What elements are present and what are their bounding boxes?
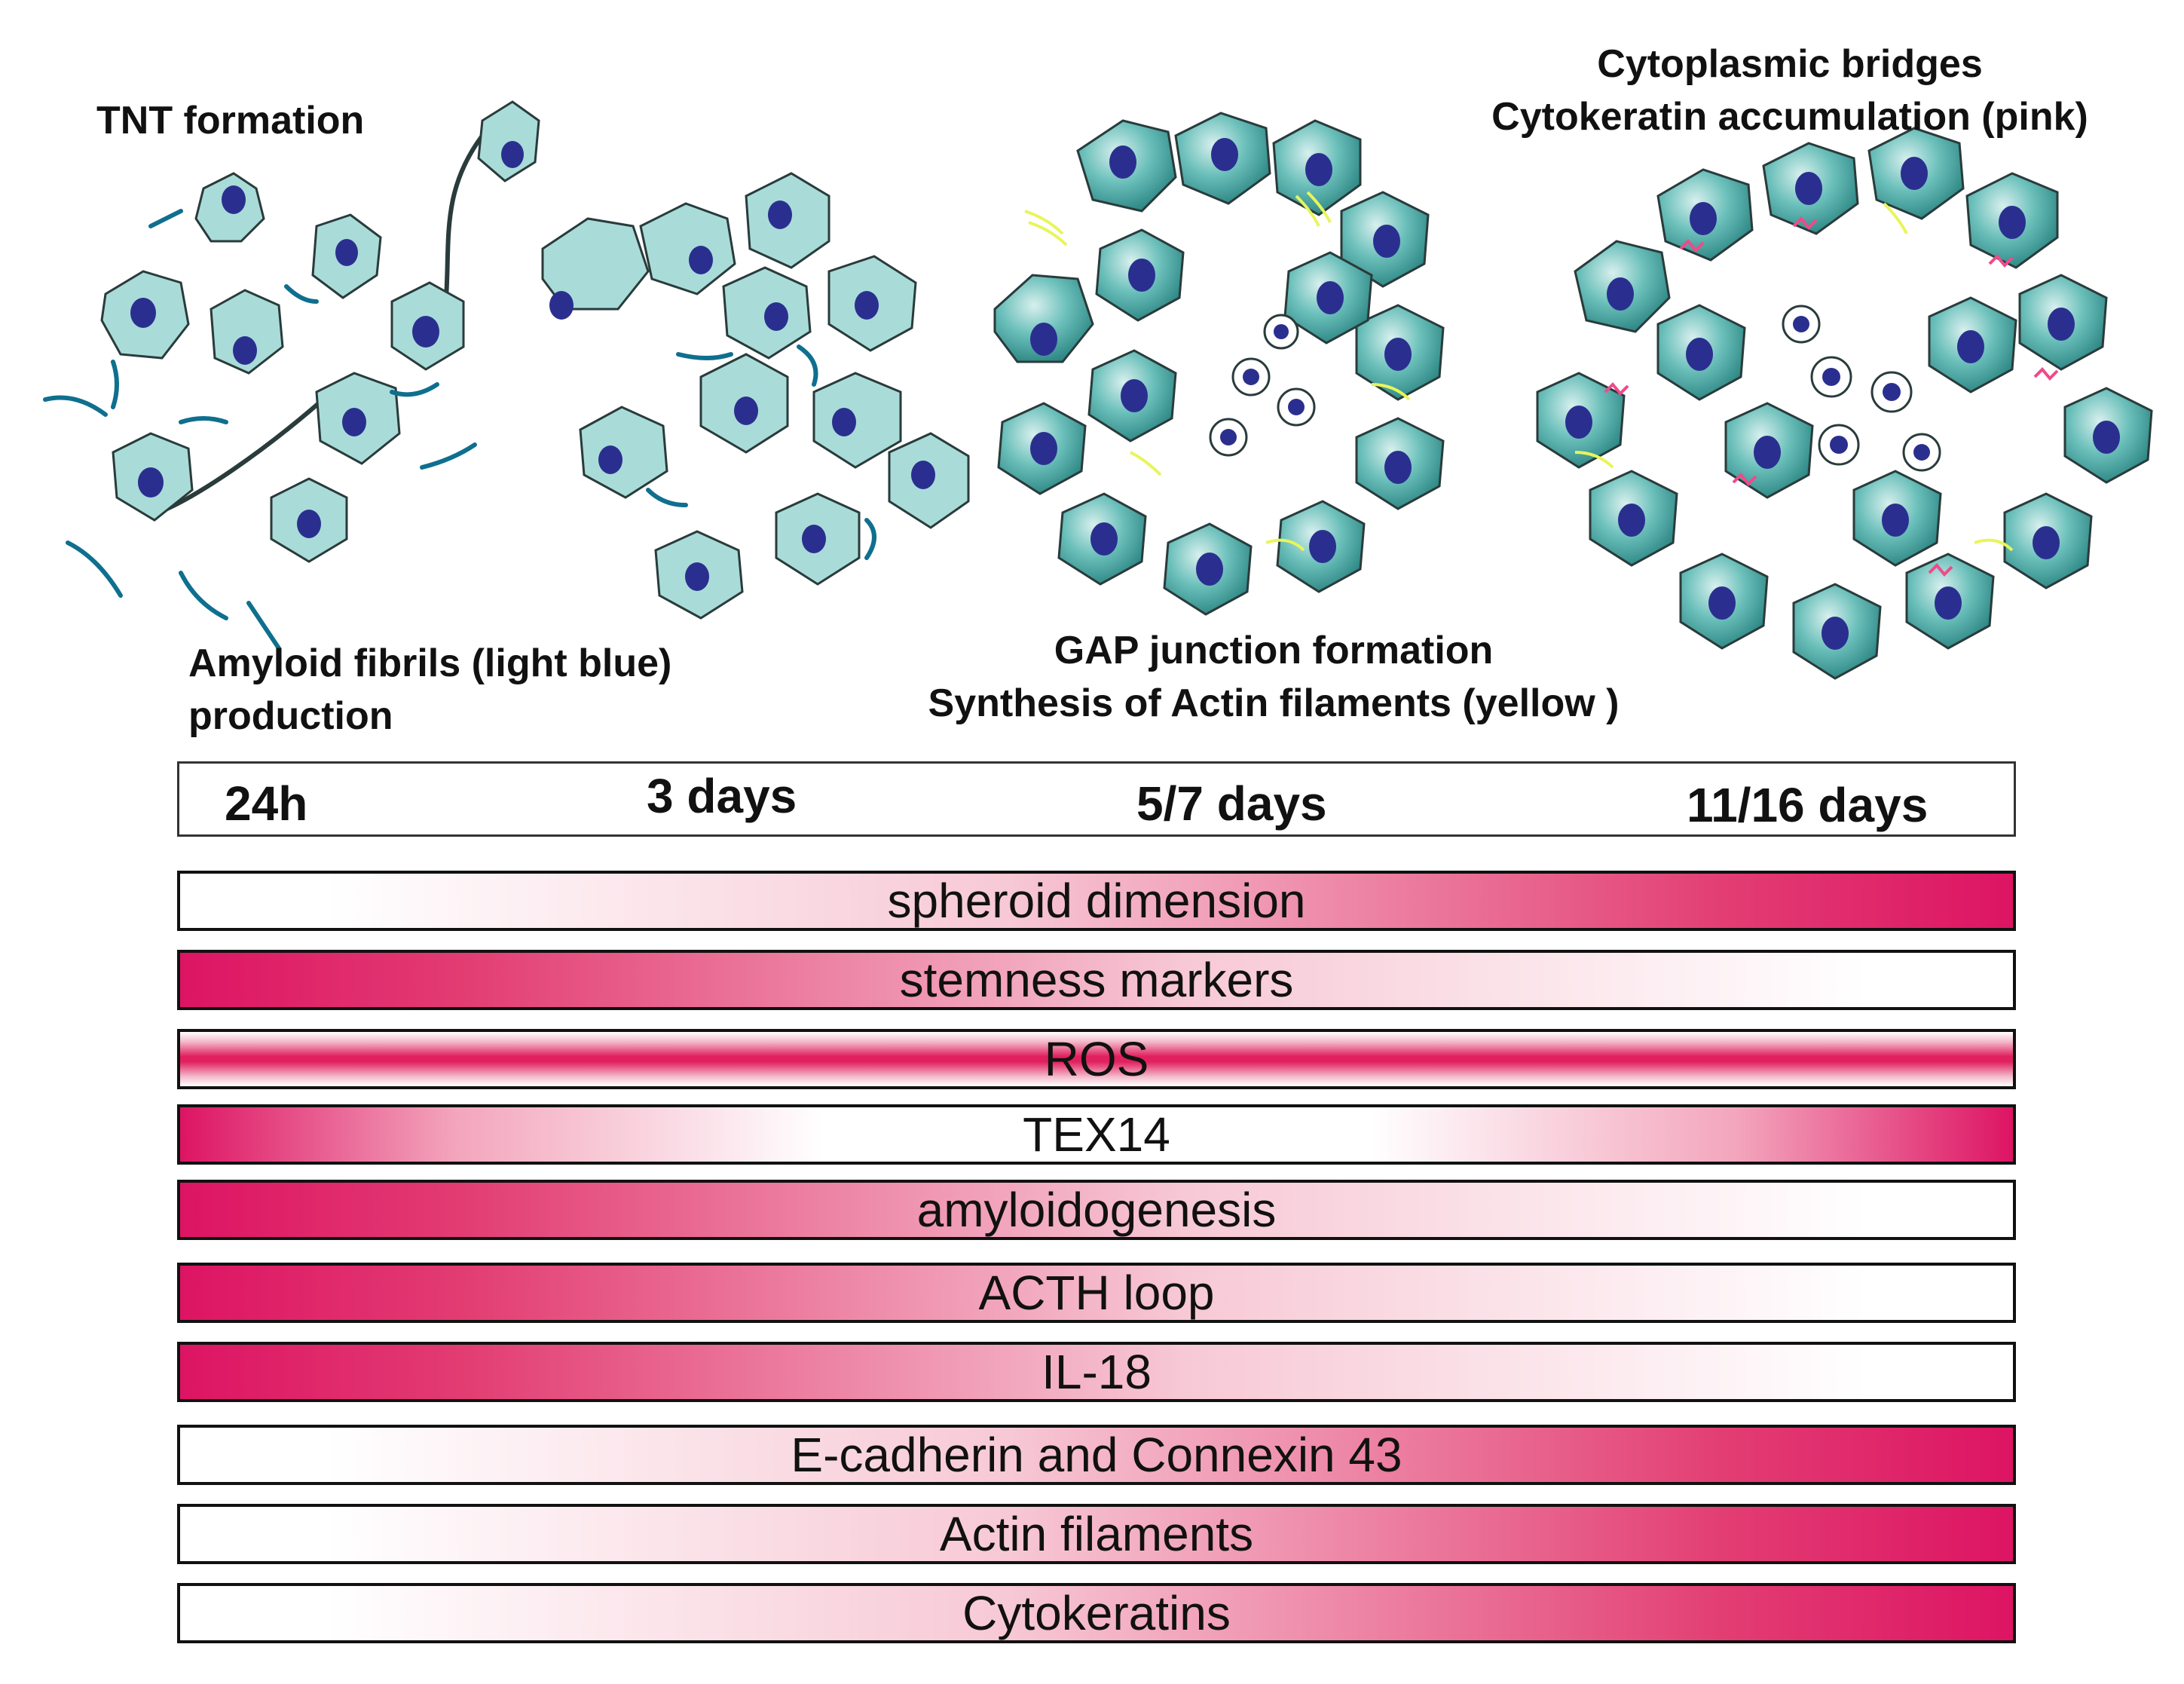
gap-junction-caption: GAP junction formation Synthesis of Acti… <box>874 624 1673 730</box>
gradient-bar-label: Cytokeratins <box>962 1586 1231 1640</box>
cyto-caption-line2: Cytokeratin accumulation (pink) <box>1491 95 2088 139</box>
gradient-bar-stemness-markers: stemness markers <box>177 950 2016 1010</box>
timeline-label-24h: 24h <box>225 776 308 831</box>
stage-3days-cells <box>541 172 970 620</box>
stage-24h-cells <box>43 100 540 651</box>
actin-filaments <box>1024 191 1411 552</box>
gradient-bar-tex14: TEX14 <box>177 1104 2016 1165</box>
gradient-bar-label: ROS <box>1044 1032 1149 1086</box>
gradient-bar-ros: ROS <box>177 1029 2016 1089</box>
inner-small-cells <box>1209 314 1316 457</box>
cyto-caption-line1: Cytoplasmic bridges <box>1597 42 1983 86</box>
cell-stage-illustrations <box>43 100 2153 680</box>
cytokeratin-accumulation <box>1604 216 2059 577</box>
timeline-box: 24h 3 days 5/7 days 11/16 days <box>177 761 2016 837</box>
gradient-bar-amyloidogenesis: amyloidogenesis <box>177 1180 2016 1240</box>
gradient-bar-label: ACTH loop <box>978 1266 1215 1320</box>
gap-caption-line2: Synthesis of Actin filaments (yellow ) <box>928 681 1620 726</box>
gradient-bar-label: TEX14 <box>1023 1107 1170 1162</box>
amyloid-caption-line2: production <box>188 694 393 739</box>
gradient-bar-il-18: IL-18 <box>177 1342 2016 1402</box>
gradient-bar-spheroid-dimension: spheroid dimension <box>177 871 2016 931</box>
gradient-bar-label: spheroid dimension <box>887 874 1306 928</box>
gradient-bar-label: stemness markers <box>899 953 1294 1007</box>
tnt-formation-caption: TNT formation <box>96 99 365 142</box>
gradient-bar-label: E-cadherin and Connexin 43 <box>791 1428 1402 1482</box>
gap-caption-line1: GAP junction formation <box>1054 629 1494 672</box>
amyloid-fibrils-caption: Amyloid fibrils (light blue) production <box>188 637 671 742</box>
gradient-bar-acth-loop: ACTH loop <box>177 1263 2016 1323</box>
gradient-bar-label: amyloidogenesis <box>916 1183 1277 1237</box>
gradient-bar-e-cadherin-and-connexin-43: E-cadherin and Connexin 43 <box>177 1425 2016 1485</box>
timeline-label-5-7days: 5/7 days <box>1136 776 1327 831</box>
tunneling-nanotube <box>442 134 485 317</box>
amyloid-fibrils <box>43 209 477 651</box>
amyloid-caption-line1: Amyloid fibrils (light blue) <box>188 641 672 685</box>
stage-11-16days-spheroid <box>1536 127 2153 680</box>
gradient-bar-label: IL-18 <box>1042 1345 1152 1399</box>
timeline-label-11-16days: 11/16 days <box>1687 778 1929 832</box>
timeline-label-3days: 3 days <box>647 769 797 823</box>
gradient-bar-label: Actin filaments <box>939 1507 1254 1561</box>
cytoplasmic-bridges-caption: Cytoplasmic bridges Cytokeratin accumula… <box>1432 38 2148 143</box>
gradient-bar-cytokeratins: Cytokeratins <box>177 1583 2016 1643</box>
stage-5-7days-spheroid <box>993 112 1445 616</box>
gradient-bar-actin-filaments: Actin filaments <box>177 1504 2016 1564</box>
